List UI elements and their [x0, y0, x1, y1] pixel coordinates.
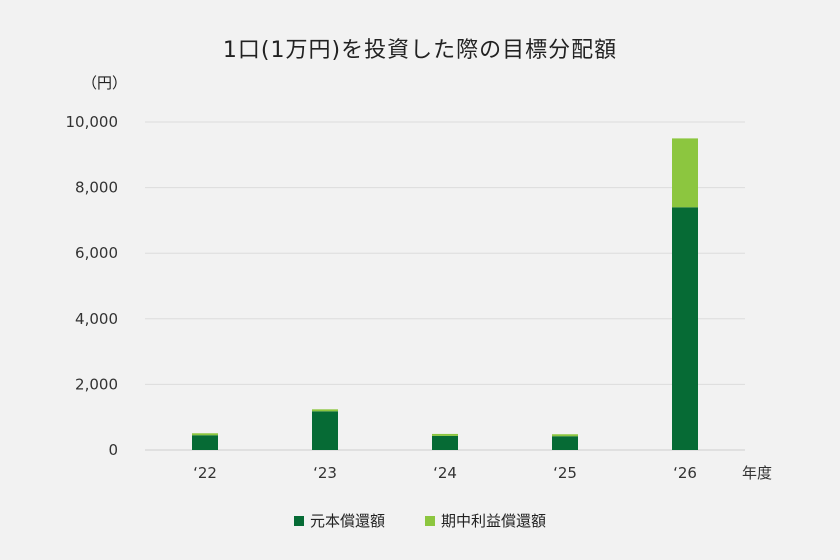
legend-label-principal: 元本償還額 [309, 512, 385, 530]
legend-label-interim: 期中利益償還額 [441, 512, 547, 530]
x-axis-label: 年度 [742, 464, 772, 482]
x-tick-label: ‘22 [193, 464, 217, 482]
bar-principal [432, 435, 458, 450]
legend-swatch-principal [293, 515, 304, 526]
y-tick-label: 6,000 [75, 244, 118, 262]
bar-interim [312, 409, 338, 412]
legend: 元本償還額 期中利益償還額 [0, 510, 840, 531]
legend-item-interim: 期中利益償還額 [425, 510, 546, 531]
y-tick-label: 4,000 [75, 310, 118, 328]
bar-principal [672, 207, 698, 450]
bar-principal [312, 411, 338, 450]
y-tick-label: 0 [108, 441, 118, 459]
bar-interim [432, 433, 458, 436]
bar-principal [552, 436, 578, 450]
y-tick-label: 8,000 [75, 179, 118, 197]
x-tick-label: ‘24 [433, 464, 457, 482]
bar-principal [192, 435, 218, 450]
y-unit-label: （円） [82, 74, 128, 92]
y-tick-label: 10,000 [66, 113, 119, 131]
bar-interim [672, 138, 698, 208]
x-tick-label: ‘25 [553, 464, 577, 482]
chart-title: 1口(1万円)を投資した際の目標分配額 [222, 38, 618, 63]
legend-item-principal: 元本償還額 [293, 510, 385, 531]
bar-interim [192, 433, 218, 436]
legend-swatch-interim [425, 515, 435, 526]
bar-interim [552, 434, 578, 437]
y-tick-label: 2,000 [75, 375, 118, 393]
x-tick-label: ‘23 [313, 464, 337, 482]
x-tick-label: ‘26 [673, 464, 697, 482]
